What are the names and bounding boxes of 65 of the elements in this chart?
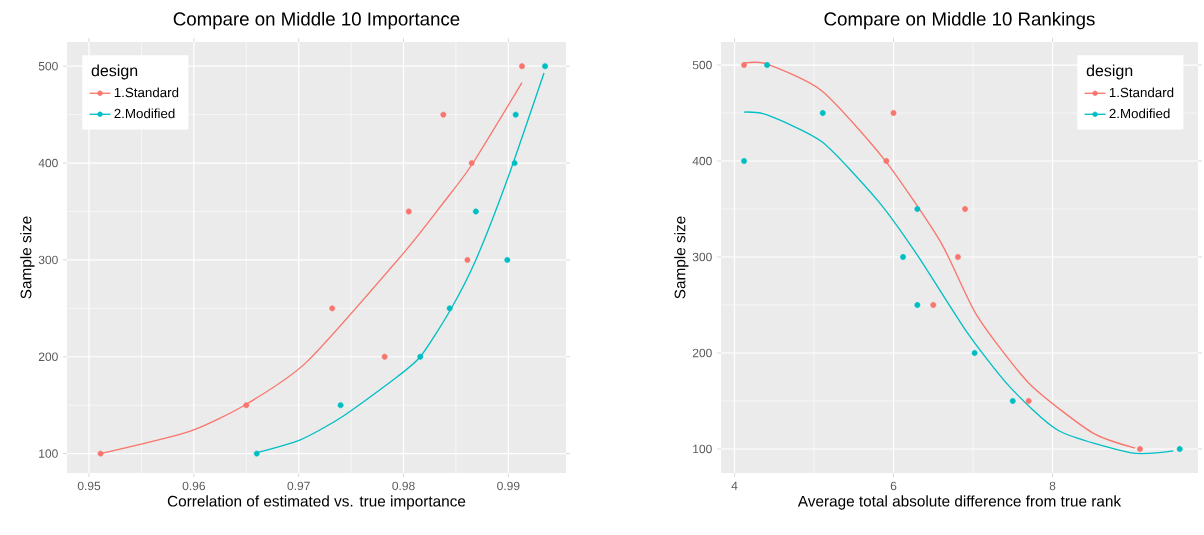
point (741, 158, 747, 164)
y-tick-label: 400 (38, 158, 58, 168)
y-tick-label: 300 (692, 252, 712, 262)
point (519, 63, 525, 70)
x-tick-label: 0.97 (287, 481, 310, 491)
y-axis-title: Sample size (674, 216, 689, 299)
x-tick-label: 4 (731, 481, 738, 490)
x-tick-label: 0.98 (392, 481, 415, 491)
y-tick-label: 300 (38, 255, 58, 265)
point (512, 111, 519, 118)
point (243, 402, 250, 409)
legend-label: 2.Modified (1109, 108, 1170, 119)
y-tick-label: 500 (38, 61, 58, 71)
point (883, 158, 890, 164)
y-axis-title: Sample size (20, 216, 35, 299)
point (464, 256, 471, 263)
point (914, 206, 921, 212)
point (446, 305, 453, 312)
point (542, 63, 548, 70)
point (962, 206, 968, 212)
point (504, 256, 511, 263)
point (1009, 398, 1016, 404)
y-tick-label: 100 (39, 449, 58, 458)
point (472, 208, 479, 215)
point (440, 111, 447, 118)
point (741, 62, 747, 68)
y-tick-label: 200 (692, 348, 712, 358)
point (468, 160, 475, 166)
point (954, 254, 961, 260)
chart-title: Compare on Middle 10 Rankings (824, 11, 1095, 30)
legend-title: design (91, 64, 138, 80)
legend-label: 1.Standard (1109, 87, 1174, 98)
point (337, 402, 344, 409)
x-tick-label: 8 (1049, 481, 1056, 491)
point (930, 302, 937, 308)
y-tick-label: 500 (692, 60, 712, 70)
y-tick-label: 100 (693, 444, 712, 454)
point (1176, 446, 1183, 452)
point (890, 110, 897, 116)
x-tick-label: 6 (890, 481, 897, 491)
point (1025, 398, 1032, 404)
point (1137, 446, 1143, 452)
point (329, 305, 336, 312)
point (405, 208, 412, 215)
x-axis-title: Correlation of estimated vs. true importance (167, 495, 466, 510)
point (764, 62, 771, 68)
y-tick-label: 400 (692, 156, 712, 166)
point (971, 350, 978, 356)
x-axis-title: Average total absolute difference from true rank (797, 495, 1122, 510)
point (97, 450, 104, 457)
legend-label: 1.Standard (114, 87, 179, 98)
point (511, 160, 518, 166)
point (253, 450, 260, 457)
x-tick-label: 0.99 (497, 481, 520, 491)
point (819, 110, 826, 116)
chart-title: Compare on Middle 10 Importance (173, 11, 460, 30)
x-tick-label: 0.96 (182, 481, 206, 491)
point (900, 254, 906, 260)
point (417, 353, 424, 360)
legend-label: 2.Modified (114, 108, 175, 119)
x-tick-label: 0.95 (77, 481, 101, 491)
point (914, 302, 921, 308)
legend-title: design (1086, 64, 1133, 80)
point (381, 353, 388, 360)
y-tick-label: 200 (38, 352, 58, 362)
